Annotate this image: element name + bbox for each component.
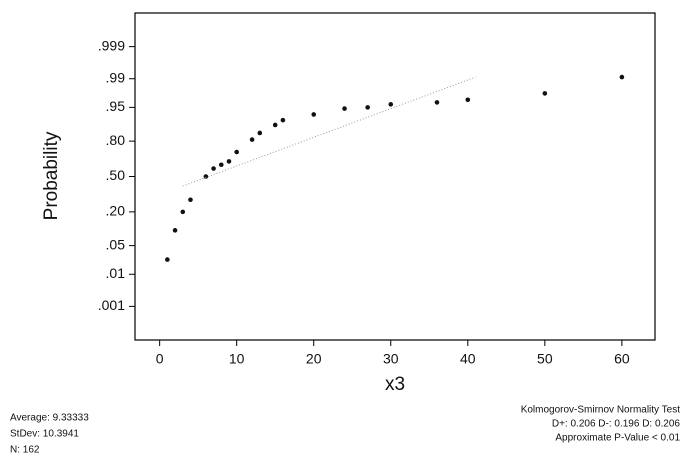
test-text: D+: 0.206 D-: 0.196 D: 0.206 [552,419,681,430]
data-point [342,106,347,111]
x-tick-label: 50 [537,351,553,367]
stat-text: StDev: 10.3941 [10,429,79,440]
y-tick-label: .01 [106,265,126,281]
data-point [172,228,178,233]
x-axis-label: x3 [385,374,405,395]
y-axis-label: Probability [41,131,62,220]
data-point [311,112,317,117]
y-tick-label: .99 [106,69,126,85]
x-tick-label: 30 [383,351,399,367]
data-point [280,117,286,123]
plot-frame [134,12,656,341]
data-point [257,130,263,136]
data-point [218,162,224,168]
data-point [180,209,186,215]
stat-text: Average: 9.33333 [10,413,89,424]
data-point [272,122,278,128]
y-tick-label: .95 [106,98,126,114]
data-point [365,105,370,110]
data-point [226,159,232,164]
test-text: Kolmogorov-Smirnov Normality Test [521,405,681,416]
x-tick-label: 0 [156,351,164,367]
test-text: Approximate P-Value < 0.01 [555,433,680,444]
data-point [203,174,209,179]
y-tick-label: .999 [98,37,125,53]
y-tick-label: .50 [106,167,126,183]
data-point [165,257,170,262]
data-point [434,100,440,105]
x-tick-label: 10 [229,351,245,367]
x-tick-label: 60 [614,351,630,367]
fit-line [182,76,476,187]
stat-text: N: 162 [10,445,40,456]
y-tick-label: .001 [98,297,125,313]
x-tick-label: 40 [460,351,476,367]
y-tick-label: .20 [106,203,126,219]
data-point [388,102,394,107]
data-point [234,149,239,155]
y-tick-label: .80 [106,132,126,148]
y-tick-label: .05 [106,236,126,252]
data-point [465,97,471,103]
data-point [188,197,193,203]
x-tick-label: 20 [306,351,322,367]
data-point [211,166,216,171]
data-point [542,91,548,96]
data-point [619,74,625,80]
data-point [249,137,255,142]
